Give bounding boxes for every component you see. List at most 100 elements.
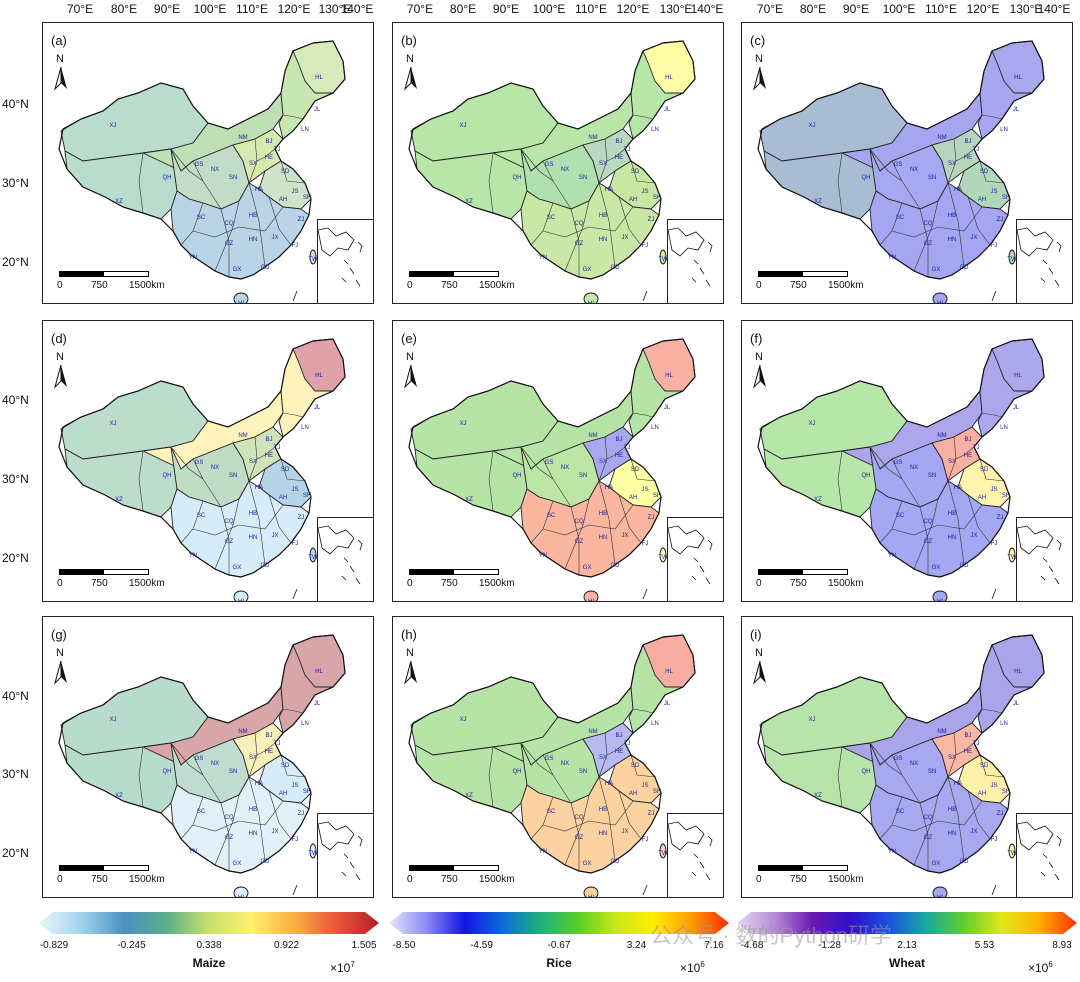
- country-outline: [58, 634, 346, 874]
- country-outline: [757, 40, 1045, 280]
- province-label: NM: [937, 729, 946, 735]
- province-label: HA: [954, 781, 962, 787]
- province-label: HI: [238, 301, 244, 304]
- province-label: XZ: [465, 497, 473, 503]
- province-label: SD: [281, 763, 290, 769]
- province-label: CQ: [924, 815, 933, 821]
- province-label: JX: [621, 533, 628, 539]
- colorbar-gradient: [737, 912, 1077, 934]
- province-label: AH: [978, 495, 986, 501]
- north-label: N: [56, 53, 64, 65]
- province-label: GX: [233, 861, 242, 867]
- province-label: JL: [314, 405, 321, 411]
- island-mark: [292, 884, 298, 896]
- province-label: GX: [583, 565, 592, 571]
- map-panel-i: XJ XZ QH GS NM HL JL LN HE SX SN SD HA JS AH HB SC CQ GZ YN…: [741, 616, 1073, 898]
- south-china-sea-inset: [1016, 813, 1072, 897]
- province-label: YN: [888, 255, 896, 261]
- scale-label: 1500km: [828, 578, 864, 589]
- colorbar-tick-label: 5.53: [974, 940, 995, 951]
- province-border: [588, 800, 634, 826]
- province-label: HB: [249, 807, 257, 813]
- taiwan-island: [659, 843, 667, 859]
- province-border: [979, 160, 1005, 184]
- province-border: [170, 148, 204, 182]
- province-label: LN: [301, 721, 309, 727]
- province-label: XJ: [109, 421, 116, 427]
- province-label: JL: [664, 405, 671, 411]
- province-label: HB: [599, 511, 607, 517]
- province-label: GX: [932, 861, 941, 867]
- colorbar-tick-label: -0.245: [117, 940, 146, 951]
- colorbar-title: Maize: [192, 956, 226, 970]
- province-label: SX: [249, 755, 257, 761]
- province-label: HA: [954, 485, 962, 491]
- province-label: JX: [271, 235, 278, 241]
- taiwan-island: [659, 249, 667, 265]
- scale-label: 1500km: [479, 578, 515, 589]
- province-label: HE: [964, 453, 972, 459]
- province-label: AH: [629, 197, 637, 203]
- province-label: NM: [238, 729, 247, 735]
- colorbar-title: Rice: [546, 956, 572, 970]
- province-label: QH: [862, 769, 871, 775]
- province-label: JS: [291, 487, 298, 493]
- province-border: [837, 746, 843, 808]
- province-label: SH: [653, 789, 661, 795]
- lon-label: 140°E: [340, 2, 374, 16]
- scale-label: 0: [756, 874, 762, 885]
- province-label: SH: [1002, 789, 1010, 795]
- province-border: [220, 802, 230, 871]
- province-label: XZ: [115, 793, 123, 799]
- province-border: [214, 794, 240, 866]
- province-label: SH: [303, 789, 311, 795]
- province-label: NM: [937, 135, 946, 141]
- scale-label: 750: [441, 874, 458, 885]
- province-border: [618, 196, 642, 246]
- province-label: SC: [896, 215, 905, 221]
- province-label: JL: [1013, 405, 1020, 411]
- province-label: GS: [894, 756, 903, 762]
- province-label: JX: [621, 829, 628, 835]
- province-label: GZ: [575, 539, 584, 545]
- north-arrow-icon: [404, 661, 417, 685]
- province-label: SN: [229, 473, 237, 479]
- province-label: LN: [1000, 127, 1008, 133]
- province-label: GS: [545, 460, 554, 466]
- hainan-island: [233, 292, 249, 303]
- province-border: [304, 674, 316, 688]
- colorbar-tick-label: 0.338: [196, 940, 222, 951]
- province-label: TW: [658, 257, 668, 263]
- province-label: SX: [948, 161, 956, 167]
- province-border: [967, 790, 991, 840]
- north-arrow-icon: [404, 365, 417, 389]
- taiwan-island: [309, 249, 317, 265]
- province-label: TW: [1007, 851, 1017, 857]
- province-border: [170, 446, 204, 480]
- lon-label: 110°E: [925, 2, 957, 16]
- province-label: ZJ: [997, 515, 1004, 521]
- province-border: [913, 498, 939, 570]
- province-label: CQ: [924, 519, 933, 525]
- province-border: [192, 226, 240, 238]
- province-label: ZJ: [298, 217, 305, 223]
- country-outline: [408, 40, 696, 280]
- country-outline: [58, 338, 346, 578]
- province-label: JX: [271, 829, 278, 835]
- province-label: JX: [970, 533, 977, 539]
- province-label: JL: [1013, 107, 1020, 113]
- province-border: [248, 480, 266, 566]
- top-longitude-axis-1: 70°E 80°E 90°E 100°E 110°E 120°E 130°E 1…: [40, 2, 374, 20]
- province-label: HI: [588, 599, 594, 602]
- province-label: HB: [599, 807, 607, 813]
- province-label: SC: [547, 809, 556, 815]
- province-label: GX: [583, 267, 592, 273]
- province-border: [955, 148, 975, 162]
- hainan-island: [233, 590, 249, 601]
- province-border: [238, 800, 284, 826]
- province-border: [520, 148, 554, 182]
- map-panel-c: XJ XZ QH GS NM HL JL LN HE SX SN SD HA JS AH HB SC CQ GZ YN…: [741, 22, 1073, 304]
- province-border: [564, 200, 590, 272]
- province-border: [947, 480, 965, 566]
- province-border: [542, 226, 590, 238]
